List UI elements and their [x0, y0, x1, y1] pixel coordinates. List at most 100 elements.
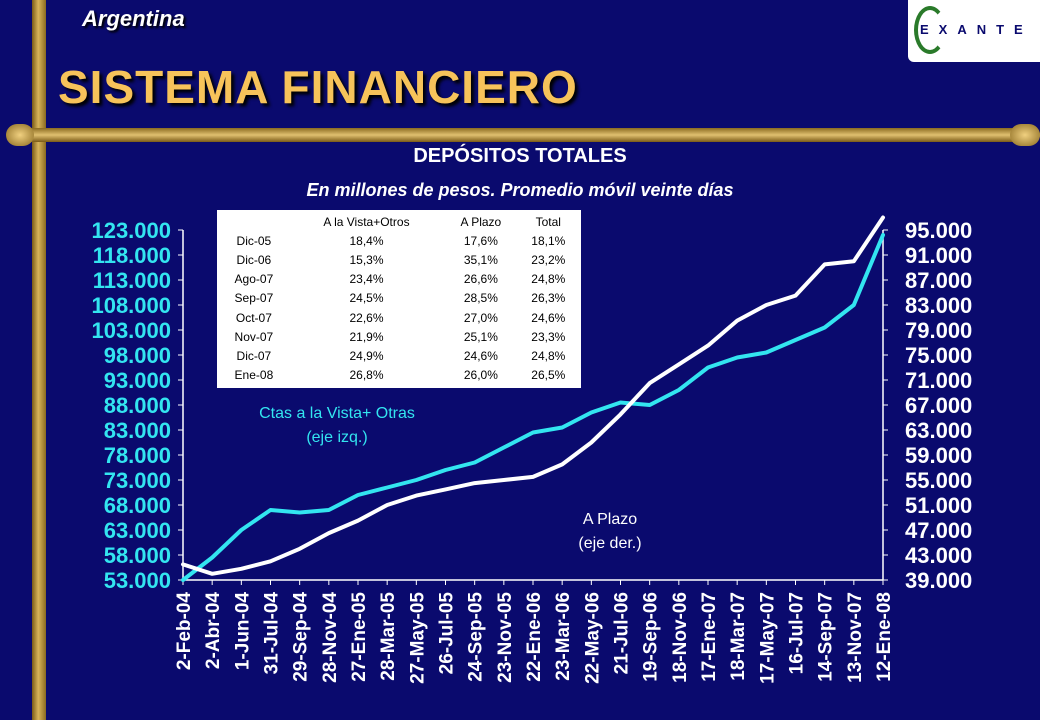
table-row: Dic-07 24,9% 24,6% 24,8% [219, 346, 579, 365]
table-cell: 22,6% [349, 310, 384, 325]
y-left-tick-label: 68.000 [104, 493, 171, 518]
x-tick-label: 1-Jun-04 [232, 592, 253, 671]
x-tick-label: 2-Abr-04 [203, 592, 224, 670]
y-left-tick-label: 123.000 [91, 218, 171, 243]
table-row: Dic-06 15,3% 35,1% 23,2% [219, 250, 579, 269]
annotation-vista: Ctas a la Vista+ Otras (eje izq.) [222, 402, 452, 450]
y-left-tick-label: 118.000 [93, 243, 171, 268]
y-right-tick-label: 95.000 [905, 218, 972, 243]
x-tick-label: 23-Mar-06 [553, 592, 574, 681]
y-left-tick-label: 103.000 [91, 318, 171, 343]
y-left-tick-label: 73.000 [104, 468, 171, 493]
table-row-label: Oct-07 [235, 310, 272, 325]
table-cell: 23,4% [349, 272, 384, 287]
x-tick-label: 19-Sep-06 [641, 592, 662, 682]
y-right-tick-label: 59.000 [905, 443, 972, 468]
table-row-label: Ago-07 [234, 272, 274, 287]
table-row: Ene-08 26,8% 26,0% 26,5% [219, 366, 579, 385]
annotation-vista-line1: Ctas a la Vista+ Otras [259, 405, 415, 422]
table-cell: 24,8% [531, 272, 566, 287]
table-cell: 24,9% [349, 348, 384, 363]
series-line-plazo [181, 215, 885, 576]
series-line-vista [181, 233, 885, 582]
y-left-tick-label: 63.000 [104, 518, 171, 543]
table-row: Nov-07 21,9% 25,1% 23,3% [219, 327, 579, 346]
annotation-vista-line2: (eje izq.) [306, 429, 368, 446]
x-tick-label: 16-Jul-07 [787, 592, 808, 674]
table-cell: 23,3% [531, 329, 566, 344]
table-cell: 26,5% [531, 368, 566, 383]
country-label: Argentina [82, 6, 185, 31]
x-tick-label: 24-Sep-05 [466, 592, 487, 682]
y-right-tick-label: 87.000 [905, 268, 972, 293]
table-header-row: A la Vista+Otros A Plazo Total [219, 212, 579, 231]
y-right-tick-label: 79.000 [905, 318, 972, 343]
table-header-cell: A la Vista+Otros [323, 214, 410, 229]
table-cell: 26,8% [349, 368, 384, 383]
slide-title: SISTEMA FINANCIERO [58, 61, 578, 113]
table-cell: 24,5% [349, 291, 384, 306]
growth-table: A la Vista+Otros A Plazo Total Dic-05 18,… [217, 210, 581, 388]
y-right-tick-label: 83.000 [905, 293, 972, 318]
y-left-tick-label: 58.000 [104, 543, 171, 568]
bar-end-cap-left [6, 124, 34, 146]
gold-vertical-bar [32, 0, 46, 720]
y-right-tick-label: 67.000 [905, 393, 972, 418]
annotation-plazo-line1: A Plazo [582, 511, 638, 528]
x-tick-label: 17-May-07 [757, 592, 778, 684]
table-cell: 24,6% [531, 310, 566, 325]
x-tick-label: 12-Ene-08 [874, 592, 895, 682]
y-right-tick-label: 51.000 [905, 493, 972, 518]
table-cell: 26,3% [531, 291, 566, 306]
table-row: Dic-05 18,4% 17,6% 18,1% [219, 231, 579, 250]
table-cell: 21,9% [349, 329, 384, 344]
x-tick-label: 13-Nov-07 [845, 592, 866, 683]
x-tick-label: 27-May-05 [407, 592, 428, 684]
table-cell: 15,3% [349, 252, 384, 267]
table-cell: 25,1% [463, 329, 498, 344]
table-cell: 23,2% [531, 252, 566, 267]
annotation-plazo-line2: (eje der.) [578, 535, 642, 552]
y-right-tick-label: 71.000 [905, 368, 972, 393]
table-cell: 17,6% [463, 233, 498, 248]
x-tick-label: 26-Jul-05 [437, 592, 458, 675]
table-cell: 26,0% [463, 368, 498, 383]
table-row-label: Ene-08 [234, 368, 274, 383]
table-row: Sep-07 24,5% 28,5% 26,3% [219, 289, 579, 308]
table-header-cell: A Plazo [460, 214, 502, 229]
y-left-tick-label: 113.000 [93, 268, 171, 293]
x-tick-label: 21-Jul-06 [612, 592, 633, 674]
y-left-tick-label: 83.000 [104, 418, 171, 443]
bar-end-cap-right [1010, 124, 1040, 146]
table-cell: 24,6% [463, 348, 498, 363]
table-cell: 28,5% [463, 291, 498, 306]
chart-title: DEPÓSITOS TOTALES [413, 145, 627, 167]
table-row: Ago-07 23,4% 26,6% 24,8% [219, 270, 579, 289]
table-cell: 27,0% [463, 310, 498, 325]
table-cell: 18,4% [349, 233, 384, 248]
x-tick-label: 22-Ene-06 [524, 592, 545, 682]
x-tick-label: 2-Feb-04 [174, 592, 195, 671]
y-right-tick-label: 55.000 [905, 468, 972, 493]
y-right-tick-label: 63.000 [905, 418, 972, 443]
table-header-cell [219, 212, 289, 231]
x-tick-label: 27-Ene-05 [349, 592, 370, 682]
x-tick-label: 18-Mar-07 [728, 592, 749, 681]
y-left-tick-label: 78.000 [104, 443, 171, 468]
chart-subtitle: En millones de pesos. Promedio móvil vei… [306, 180, 734, 200]
x-tick-label: 18-Nov-06 [670, 592, 691, 683]
y-left-tick-label: 108.000 [91, 293, 171, 318]
y-left-tick-label: 53.000 [104, 568, 171, 593]
table-cell: 35,1% [463, 252, 498, 267]
logo-text: EXANTE [920, 22, 1033, 37]
table-row-label: Nov-07 [234, 329, 274, 344]
y-right-tick-label: 47.000 [905, 518, 972, 543]
y-right-tick-label: 43.000 [905, 543, 972, 568]
table-row-label: Sep-07 [234, 291, 274, 306]
x-tick-label: 28-Mar-05 [378, 592, 399, 681]
table-cell: 24,8% [531, 348, 566, 363]
table-cell: 26,6% [463, 272, 498, 287]
x-tick-label: 22-May-06 [582, 592, 603, 684]
x-tick-label: 23-Nov-05 [495, 592, 516, 683]
